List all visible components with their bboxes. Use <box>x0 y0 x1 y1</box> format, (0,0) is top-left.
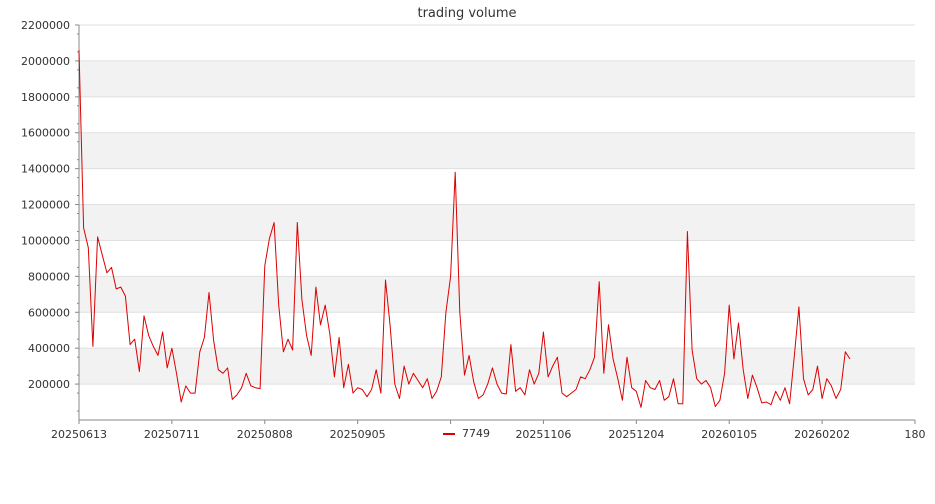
x-tick-label: 20260105 <box>701 428 757 441</box>
legend: 7749 <box>435 425 500 443</box>
series-line <box>78 50 851 408</box>
y-tick-label: 600000 <box>28 306 70 319</box>
x-axis-ticks: 2025061320250711202508082025090520202511… <box>51 420 926 441</box>
y-tick-label: 1200000 <box>21 199 70 212</box>
y-tick-label: 1400000 <box>21 163 70 176</box>
grid-band <box>79 276 915 313</box>
grid-lines <box>79 24 915 385</box>
y-tick-label: 1000000 <box>21 234 70 247</box>
chart-title: trading volume <box>417 6 516 21</box>
y-tick-label: 2200000 <box>21 19 70 32</box>
grid-band <box>79 204 915 241</box>
grid-band <box>79 348 915 385</box>
x-tick-label: 20250905 <box>330 428 386 441</box>
series-group <box>78 50 851 408</box>
y-tick-label: 400000 <box>28 342 70 355</box>
x-tick-label: 20251106 <box>515 428 571 441</box>
y-tick-label: 1800000 <box>21 91 70 104</box>
y-tick-label: 1600000 <box>21 127 70 140</box>
y-tick-label: 200000 <box>28 378 70 391</box>
x-tick-label: 20250808 <box>237 428 293 441</box>
x-tick-label: 20250613 <box>51 428 107 441</box>
y-tick-label: 800000 <box>28 270 70 283</box>
legend-background <box>435 425 500 443</box>
x-tick-label: 20251204 <box>608 428 664 441</box>
y-axis-ticks: 200000 400000 600000 800000 1000000 1200000 14… <box>21 19 79 412</box>
grid-bands <box>79 60 915 385</box>
y-tick-label: 2000000 <box>21 55 70 68</box>
x-tick-label: 180 <box>905 428 926 441</box>
grid-band <box>79 132 915 169</box>
x-tick-label: 20250711 <box>144 428 200 441</box>
x-tick-label: 20260202 <box>794 428 850 441</box>
grid-band <box>79 60 915 97</box>
legend-label: 7749 <box>462 427 490 440</box>
